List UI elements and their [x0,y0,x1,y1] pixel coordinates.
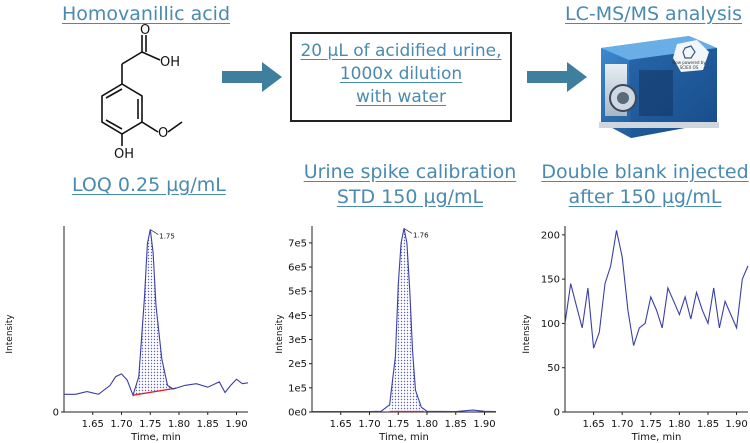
x-tick-label: 1.70 [110,419,132,430]
process-box: 20 µL of acidified urine, 1000x dilution… [290,32,512,122]
y-tick-label: 0e0 [288,408,307,419]
y-tick-label: 2e5 [288,359,307,370]
x-tick-label: 1.90 [225,419,247,430]
x-axis-label: Time, min [130,432,181,443]
y-tick-label: 150 [541,275,560,286]
peak-label-leader [150,229,159,235]
y-tick-label: 200 [541,230,560,241]
chromatogram-trace [564,230,749,349]
x-tick-label: 1.80 [416,419,438,430]
arrow-right-icon [222,62,282,92]
spike-heading-line2: STD 150 µg/mL [336,186,484,208]
blank-chromatogram: 0 50 100 150 200 1.65 1.70 1.75 1.80 1.85 1.90 Time… [522,226,749,443]
x-tick-label: 1.65 [82,419,104,430]
x-tick-label: 1.85 [445,419,467,430]
x-tick-label: 1.75 [139,419,161,430]
blank-heading-line1: Double blank injected [541,161,749,183]
blank-heading: Double blank injected after 150 µg/mL [540,160,750,210]
x-axis-label: Time, min [378,432,429,443]
x-axis-label: Time, min [631,432,682,443]
analysis-heading: LC-MS/MS analysis [565,3,742,25]
instrument-label-line1: Now powered by [672,60,706,65]
peak-baseline [132,387,177,396]
x-tick-label: 1.85 [697,419,719,430]
x-tick-label: 1.75 [387,419,409,430]
y-axis-label: Intensity [5,314,15,354]
arrow-right-icon-2 [527,62,587,92]
spike-chromatogram: 0e0 1e5 2e5 3e5 4e5 5e5 6e5 7e5 1.65 1.70 1.75 1.80… [275,226,497,443]
y-tick-label: 5e5 [288,287,307,298]
blank-heading-line2: after 150 µg/mL [568,186,722,208]
loq-chromatogram: 020040060080010001.651.701.751.801.851.9… [5,226,249,443]
x-tick-label: 1.80 [168,419,190,430]
x-tick-label: 1.70 [358,419,380,430]
y-tick-label: 50 [547,363,560,374]
phenol-hydroxyl-label: OH [114,147,134,162]
y-tick-label: 3e5 [288,335,307,346]
process-line2: 1000x dilution [339,64,463,84]
homovanillic-acid-structure: O OH O OH [101,24,183,162]
peak-area [133,229,177,396]
x-tick-label: 1.65 [330,419,352,430]
instrument-label-line2: SCIEX OS [680,65,699,70]
y-tick-label: 100 [541,319,560,330]
loq-heading: LOQ 0.25 µg/mL [72,174,226,196]
x-tick-label: 1.75 [640,419,662,430]
process-line3: with water [356,87,446,107]
chromatogram-trace [64,229,249,397]
carbonyl-oxygen-label: O [140,24,150,38]
y-tick-label: 1e5 [288,383,307,394]
x-tick-label: 1.90 [725,419,747,430]
y-tick-label: 6e5 [288,263,307,274]
peak-label: 1.76 [413,231,429,239]
spike-heading: Urine spike calibration STD 150 µg/mL [300,160,520,210]
y-tick-label: 7e5 [288,238,307,249]
y-tick-label: 0 [554,408,560,419]
x-tick-label: 1.85 [197,419,219,430]
x-tick-label: 1.70 [611,419,633,430]
peak-label: 1.75 [159,233,175,241]
x-tick-label: 1.80 [668,419,690,430]
y-axis-label: Intensity [522,314,532,354]
lcms-instrument-image: Now powered by SCIEX OS [599,36,719,138]
y-tick-label: 4e5 [288,311,307,322]
x-tick-label: 1.90 [473,419,495,430]
x-tick-label: 1.65 [582,419,604,430]
spike-heading-line1: Urine spike calibration [303,161,517,183]
acid-hydroxyl-label: OH [160,55,180,70]
chromatogram-trace [312,228,497,413]
y-axis-label: Intensity [275,314,285,354]
process-line1: 20 µL of acidified urine, [300,41,502,61]
methoxy-oxygen-label: O [158,126,168,141]
peak-label-leader [403,228,413,234]
y-tick-label: 0 [53,408,59,419]
compound-heading: Homovanillic acid [62,3,231,25]
peak-area [389,228,425,412]
